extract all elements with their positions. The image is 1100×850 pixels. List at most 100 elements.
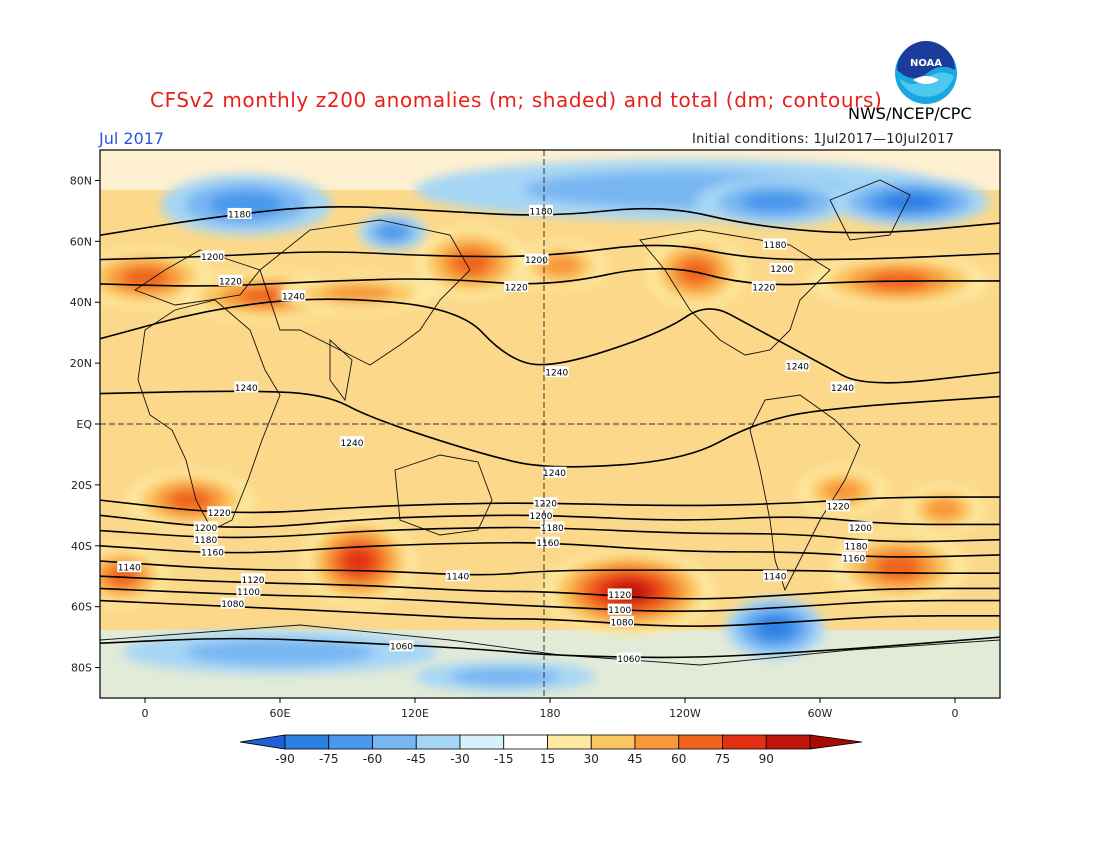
colorbar-tick: 45 bbox=[627, 752, 642, 766]
contour-label-bg bbox=[844, 539, 868, 551]
colorbar-arrow-right bbox=[809, 734, 863, 750]
contour-label-text: 1180 bbox=[845, 542, 868, 552]
contour-label-text: 1200 bbox=[770, 265, 793, 275]
contour-label-bg bbox=[841, 551, 866, 563]
anomaly-cell bbox=[883, 193, 937, 210]
contour-label: 1140 bbox=[117, 561, 142, 574]
contour-label: 1220 bbox=[207, 506, 232, 519]
colorbar-swatch bbox=[284, 734, 330, 750]
contour-label-text: 1240 bbox=[543, 469, 566, 479]
anomaly-cell bbox=[169, 489, 211, 511]
lon-label: 120E bbox=[401, 707, 429, 720]
contour-label: 1240 bbox=[340, 436, 364, 449]
contour-label: 1080 bbox=[610, 615, 634, 628]
anomaly-cell bbox=[741, 191, 809, 213]
contour-label-bg bbox=[616, 652, 641, 664]
contour-label-bg bbox=[529, 204, 553, 216]
contour-label-bg bbox=[529, 509, 553, 521]
noaa-logo: NOAA bbox=[895, 41, 957, 104]
agency-label: NWS/NCEP/CPC bbox=[848, 104, 972, 123]
contour-label: 1100 bbox=[236, 585, 261, 598]
colorbar-tick: 90 bbox=[759, 752, 774, 766]
contour-label-bg bbox=[542, 466, 567, 478]
contour-label-text: 1080 bbox=[221, 600, 244, 610]
lon-label: 0 bbox=[952, 707, 959, 720]
lat-label: 60N bbox=[70, 235, 92, 248]
contour-label-text: 1140 bbox=[764, 573, 787, 583]
contour-label-bg bbox=[193, 533, 218, 545]
contour-label: 1240 bbox=[785, 360, 810, 373]
anomaly-cell bbox=[541, 255, 581, 277]
contour-label-bg bbox=[544, 366, 569, 378]
contour-label-bg bbox=[200, 545, 225, 557]
colorbar-tick: 15 bbox=[540, 752, 555, 766]
contour-label: 1220 bbox=[751, 281, 776, 294]
lat-label: 20N bbox=[70, 357, 92, 370]
lat-label: 60S bbox=[71, 601, 92, 614]
contour-label-text: 1180 bbox=[228, 210, 251, 220]
colorbar-tick: -90 bbox=[275, 752, 295, 766]
contour-label: 1200 bbox=[769, 262, 794, 275]
contour-label-bg bbox=[826, 500, 850, 512]
contour-label-bg bbox=[236, 585, 261, 597]
contour-1180 bbox=[100, 206, 1000, 237]
contour-label-bg bbox=[281, 290, 306, 302]
colorbar-swatch bbox=[678, 734, 723, 750]
anomaly-cell bbox=[378, 224, 407, 241]
anomaly-cell bbox=[185, 639, 375, 666]
latitude-labels: 80N 60N 40N 20N EQ 20S 40S 60S 80S bbox=[70, 174, 100, 675]
contour-label: 1220 bbox=[533, 497, 558, 510]
contour-label-text: 1140 bbox=[446, 573, 469, 583]
contour-label-bg bbox=[540, 521, 565, 533]
colorbar-tick: -45 bbox=[406, 752, 426, 766]
contour-label-text: 1180 bbox=[541, 524, 564, 534]
contour-label-text: 1100 bbox=[237, 588, 260, 598]
contour-label-text: 1240 bbox=[545, 369, 568, 379]
contour-label: 1060 bbox=[389, 640, 414, 653]
lon-label: 0 bbox=[142, 707, 149, 720]
contour-label: 1240 bbox=[830, 381, 855, 394]
anomaly-cell bbox=[823, 480, 862, 502]
map-title: CFSv2 monthly z200 anomalies (m; shaded)… bbox=[150, 88, 883, 112]
contour-label: 1240 bbox=[544, 366, 569, 379]
contour-label-text: 1200 bbox=[201, 253, 224, 263]
contour-label-bg bbox=[763, 570, 787, 582]
contour-label: 1140 bbox=[445, 570, 470, 583]
contour-label-text: 1180 bbox=[764, 241, 787, 251]
contour-label-bg bbox=[769, 262, 794, 274]
colorbar-swatch bbox=[634, 734, 680, 750]
forecast-month: Jul 2017 bbox=[99, 129, 165, 148]
contour-label-bg bbox=[785, 360, 810, 372]
contour-label-text: 1240 bbox=[786, 363, 809, 373]
lat-label: EQ bbox=[76, 418, 92, 431]
contour-label-text: 1160 bbox=[842, 554, 865, 564]
contour-label-bg bbox=[848, 521, 873, 533]
colorbar-tick: 75 bbox=[715, 752, 730, 766]
contour-label: 1080 bbox=[220, 597, 245, 610]
contour-label-text: 1220 bbox=[827, 503, 850, 513]
contour-1160 bbox=[100, 541, 1000, 558]
colorbar: -90 -75 -60 -45 -30 -15 15 30 45 60 75 90 bbox=[239, 734, 863, 766]
contour-label-bg bbox=[504, 281, 529, 292]
contour-label: 1220 bbox=[218, 274, 243, 287]
contour-label: 1060 bbox=[616, 652, 641, 665]
contour-label: 1120 bbox=[607, 588, 632, 601]
lat-label: 80S bbox=[71, 662, 92, 675]
colorbar-swatch bbox=[765, 734, 811, 750]
lat-label: 40S bbox=[71, 540, 92, 553]
contour-label: 1240 bbox=[542, 466, 567, 479]
contour-label-text: 1060 bbox=[617, 655, 640, 665]
contour-label: 1200 bbox=[524, 253, 549, 266]
contour-label-bg bbox=[234, 381, 259, 393]
contour-label-text: 1220 bbox=[534, 500, 557, 510]
contour-label: 1180 bbox=[529, 204, 553, 217]
contour-label-bg bbox=[445, 570, 470, 582]
contour-label: 1140 bbox=[763, 570, 787, 583]
contour-1120 bbox=[100, 575, 1000, 600]
contour-label: 1180 bbox=[763, 238, 787, 251]
contour-label: 1200 bbox=[848, 521, 873, 534]
colorbar-tick: -15 bbox=[494, 752, 514, 766]
lon-label: 180 bbox=[540, 707, 561, 720]
contour-1180 bbox=[100, 526, 1000, 543]
